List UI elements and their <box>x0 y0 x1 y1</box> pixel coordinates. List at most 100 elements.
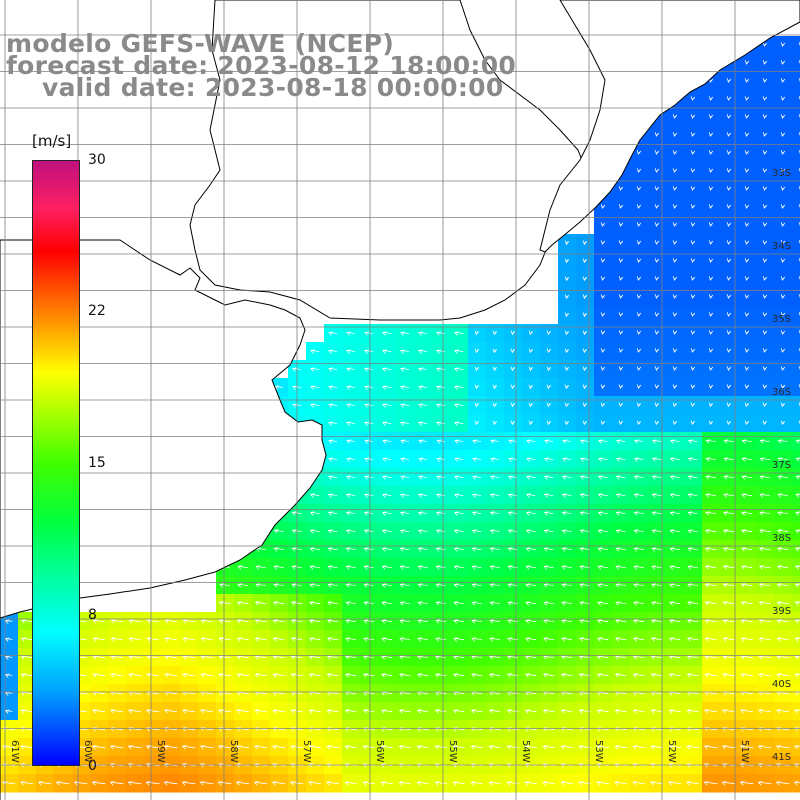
wind-arrow <box>672 240 678 245</box>
wind-arrow <box>776 619 789 624</box>
wind-arrow <box>328 331 338 336</box>
wind-arrow <box>145 781 160 786</box>
wind-arrow <box>382 475 392 480</box>
wind-arrow <box>20 655 33 660</box>
wind-arrow <box>524 745 537 750</box>
wind-arrow <box>254 745 268 750</box>
wind-arrow <box>723 457 734 462</box>
wind-arrow <box>762 402 768 408</box>
wind-arrow <box>578 655 591 660</box>
wind-arrow <box>633 511 644 516</box>
wind-arrow <box>326 745 339 750</box>
wind-arrow <box>618 384 624 390</box>
wind-arrow <box>614 673 627 678</box>
wind-arrow <box>722 637 735 642</box>
wind-arrow <box>418 385 428 390</box>
wind-arrow <box>669 601 681 606</box>
wind-arrow <box>127 781 142 786</box>
wind-arrow <box>780 330 786 335</box>
wind-arrow <box>399 637 411 642</box>
wind-arrow <box>489 511 500 516</box>
wind-arrow <box>615 475 626 480</box>
wind-arrow <box>418 493 428 498</box>
wind-arrow <box>757 781 772 786</box>
lat-label: 34S <box>772 241 792 252</box>
wind-arrow <box>776 709 790 714</box>
wind-arrow <box>562 457 572 462</box>
wind-arrow <box>762 330 768 335</box>
wind-arrow <box>525 565 536 570</box>
wind-arrow <box>399 673 411 678</box>
wind-arrow <box>762 384 768 390</box>
wind-arrow <box>525 601 536 606</box>
wind-arrow <box>726 186 732 191</box>
wind-arrow <box>525 529 536 534</box>
wind-arrow <box>690 132 696 137</box>
wind-arrow <box>507 655 519 660</box>
wind-arrow <box>723 439 734 444</box>
wind-arrow <box>686 745 699 750</box>
wind-arrow <box>758 655 771 660</box>
wind-arrow <box>470 781 483 786</box>
wind-arrow <box>525 583 536 588</box>
wind-arrow <box>651 493 662 498</box>
lon-label: 53W <box>593 740 604 763</box>
wind-arrow <box>795 475 800 480</box>
wind-arrow <box>434 745 447 750</box>
wind-arrow <box>561 583 572 588</box>
wind-arrow <box>795 457 800 462</box>
wind-arrow <box>524 673 537 678</box>
wind-arrow <box>744 204 750 209</box>
wind-arrow <box>615 529 626 534</box>
wind-arrow <box>110 709 124 714</box>
wind-arrow <box>708 186 714 191</box>
wind-arrow <box>615 547 626 552</box>
wind-arrow <box>346 367 356 372</box>
wind-arrow <box>492 384 498 390</box>
wind-arrow <box>615 493 626 498</box>
wind-arrow <box>345 673 357 678</box>
lon-label: 51W <box>739 740 750 763</box>
wind-arrow <box>272 709 285 714</box>
wind-arrow <box>454 367 464 372</box>
wind-arrow <box>651 565 662 570</box>
wind-arrow <box>490 475 500 480</box>
wind-arrow <box>708 132 714 137</box>
wind-arrow <box>741 493 753 498</box>
wind-arrow <box>236 601 249 606</box>
wind-arrow <box>219 583 231 588</box>
wind-arrow <box>744 222 750 227</box>
wind-arrow <box>722 619 735 624</box>
wind-arrow <box>744 96 750 101</box>
wind-arrow <box>777 457 788 462</box>
wind-arrow <box>687 619 699 624</box>
wind-arrow <box>524 709 537 714</box>
wind-arrow <box>597 637 609 642</box>
wind-arrow <box>795 493 800 498</box>
wind-arrow <box>416 781 429 786</box>
wind-arrow <box>687 493 698 498</box>
wind-arrow <box>739 781 754 786</box>
wind-arrow <box>600 420 606 426</box>
wind-arrow <box>776 583 789 588</box>
wind-arrow <box>542 709 555 714</box>
wind-arrow <box>454 385 464 390</box>
wind-arrow <box>669 565 680 570</box>
wind-arrow <box>310 349 320 354</box>
wind-arrow <box>564 312 570 318</box>
wind-arrow <box>668 637 681 642</box>
wind-arrow <box>453 511 464 516</box>
wind-arrow <box>417 547 428 552</box>
wind-arrow <box>744 258 750 263</box>
wind-arrow <box>164 673 178 678</box>
wind-arrow <box>740 655 753 660</box>
wind-arrow <box>687 475 698 480</box>
wind-arrow <box>633 583 645 588</box>
wind-arrow <box>618 366 624 371</box>
colorbar-tick: 15 <box>88 455 106 471</box>
wind-arrow <box>654 186 660 191</box>
wind-arrow <box>381 529 392 534</box>
wind-arrow <box>758 583 771 588</box>
wind-arrow <box>758 637 771 642</box>
wind-arrow <box>632 709 645 714</box>
